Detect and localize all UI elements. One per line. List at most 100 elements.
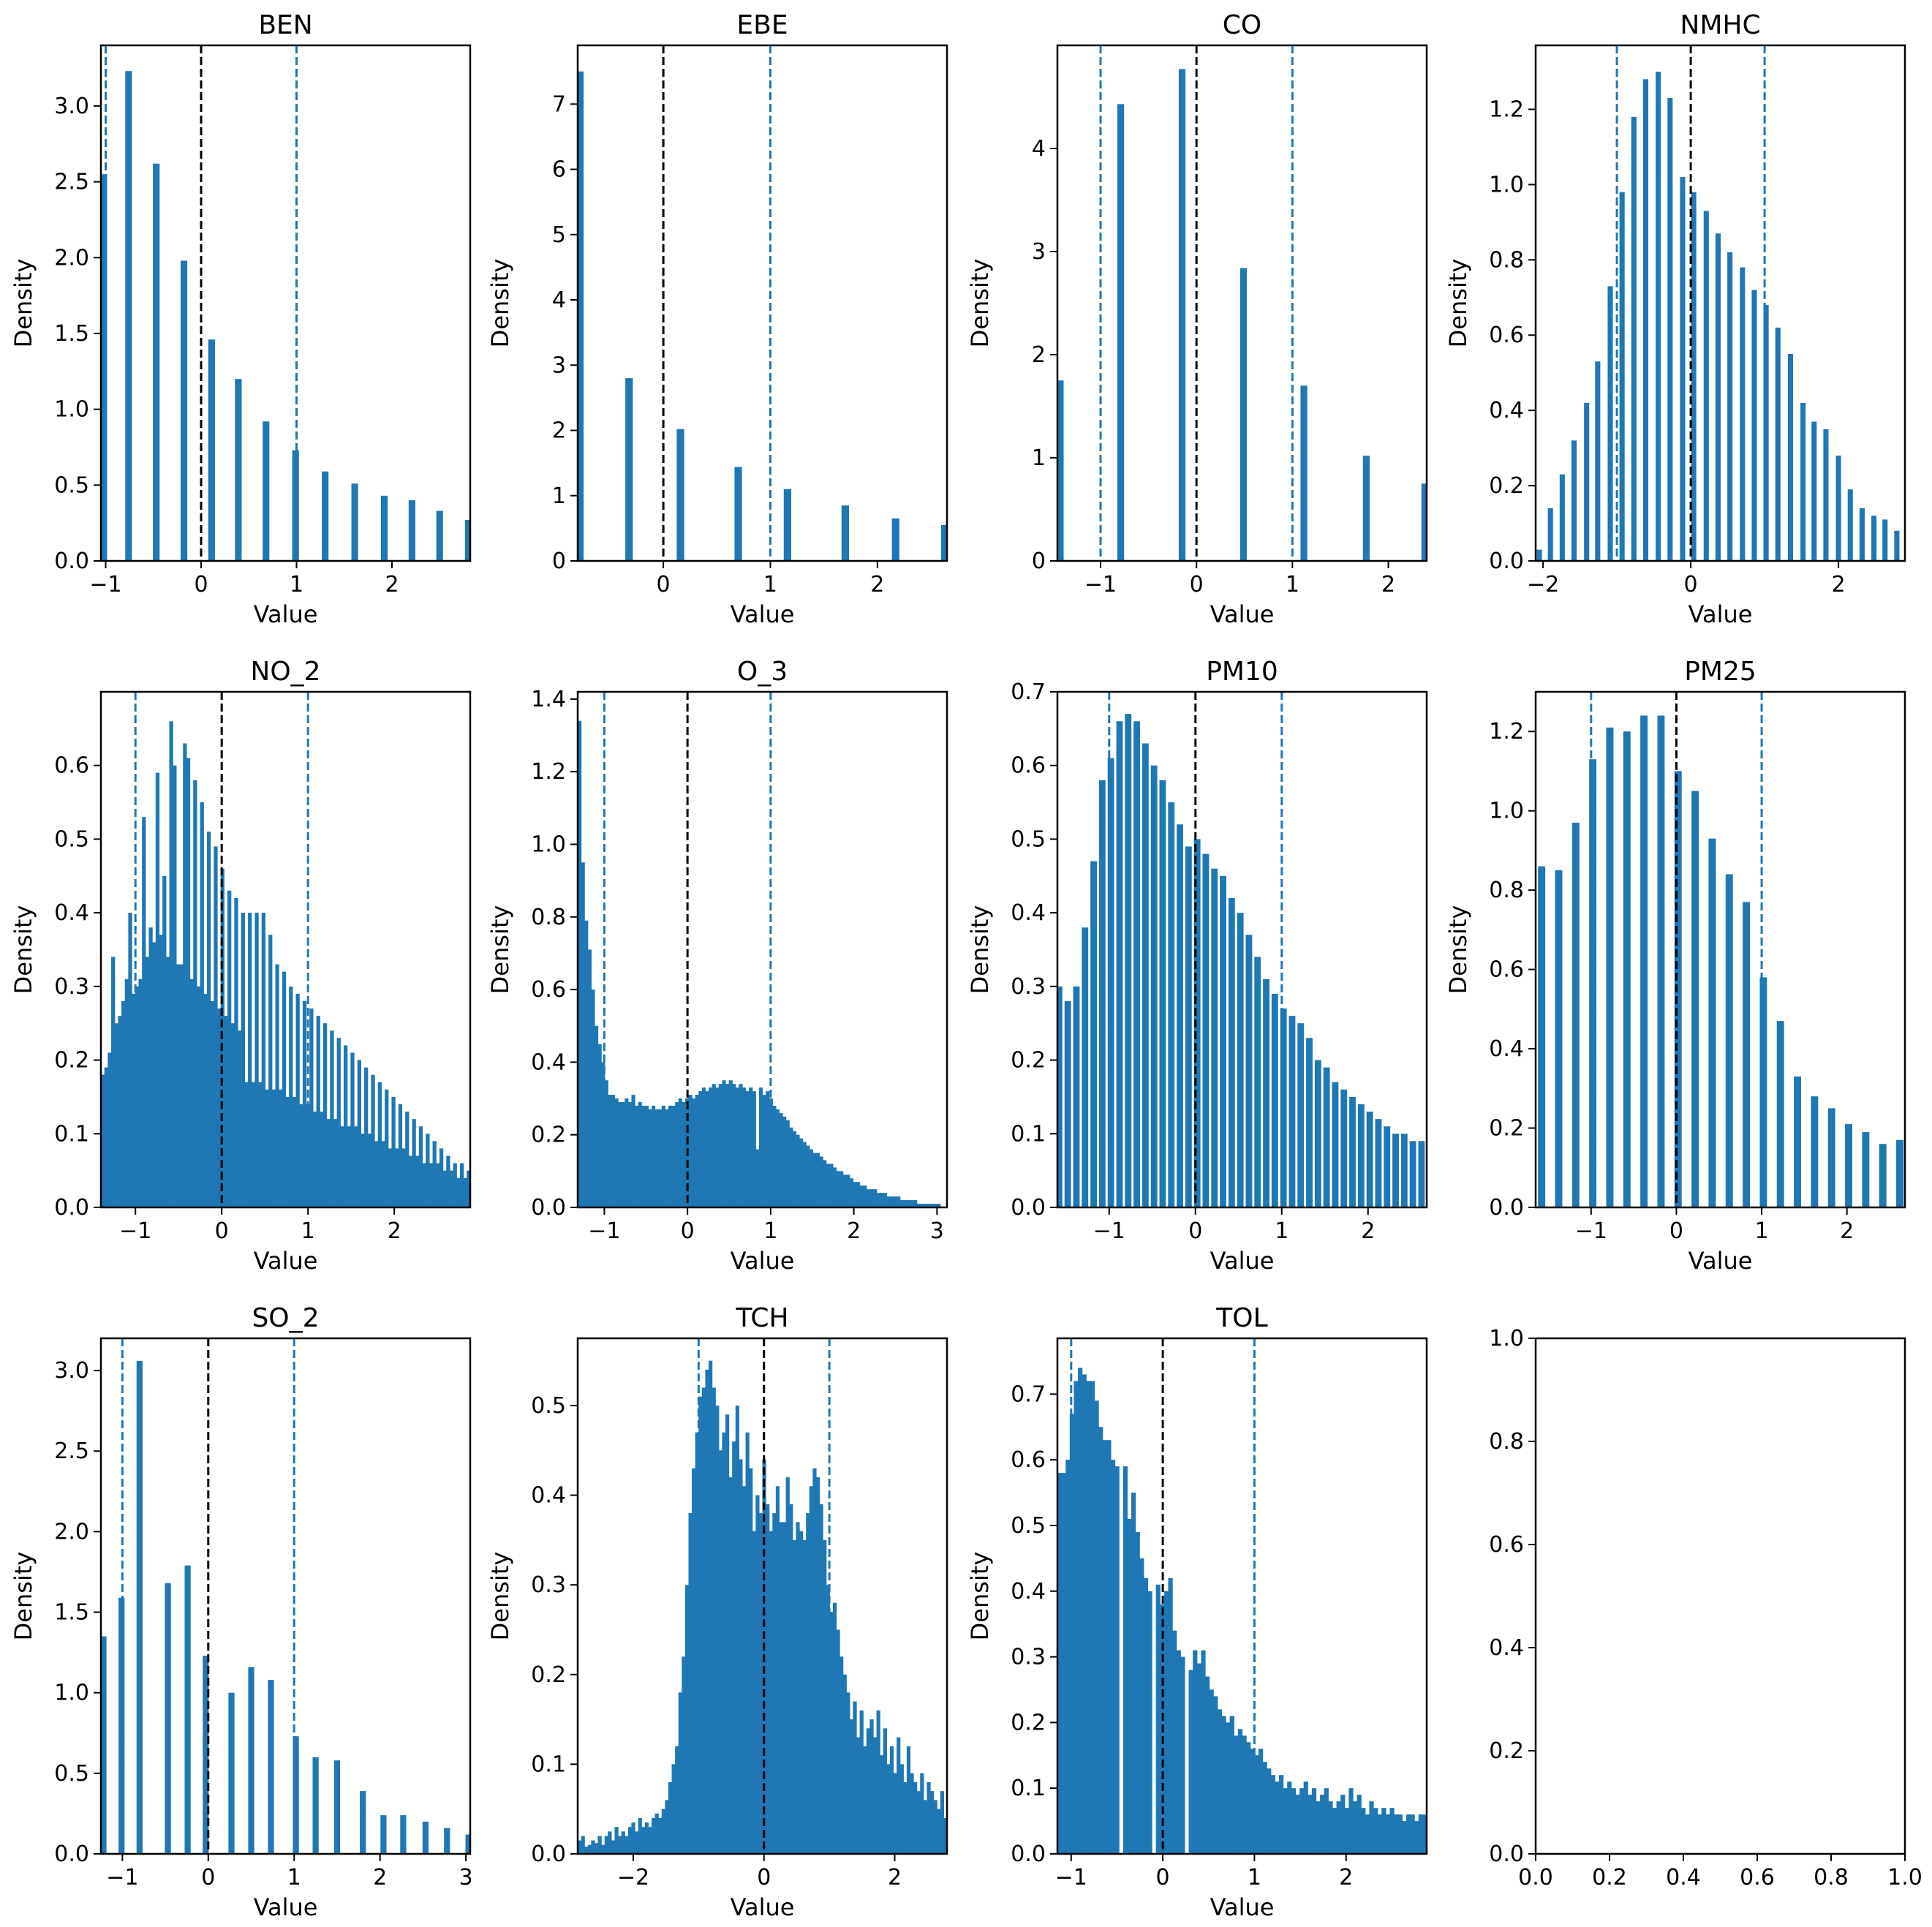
bar xyxy=(826,1585,830,1854)
bar xyxy=(111,957,116,1207)
x-tick-label: 0 xyxy=(1156,1865,1170,1890)
bar xyxy=(1845,1124,1852,1207)
bar xyxy=(587,949,592,1207)
bar xyxy=(1125,714,1132,1207)
bar xyxy=(1775,327,1781,561)
x-tick-label: 0 xyxy=(1190,572,1204,597)
bar xyxy=(203,993,208,1207)
bar xyxy=(1245,935,1253,1207)
bar xyxy=(1642,79,1649,561)
bar xyxy=(1607,286,1613,561)
bar xyxy=(869,1189,874,1207)
bar xyxy=(1172,1630,1177,1854)
bar xyxy=(1098,780,1106,1207)
bar xyxy=(638,1102,642,1207)
bar xyxy=(183,743,187,1207)
bar xyxy=(880,1755,884,1854)
bar xyxy=(594,1025,599,1207)
bar xyxy=(930,1791,935,1854)
bar xyxy=(709,1360,713,1854)
axes-frame xyxy=(576,690,948,1209)
y-tick-label: 1 xyxy=(1032,445,1046,471)
bar xyxy=(621,1102,625,1207)
plot-area xyxy=(578,1338,947,1854)
bar xyxy=(1896,1139,1903,1207)
bar xyxy=(608,1831,612,1854)
bar xyxy=(1180,1656,1185,1854)
bar xyxy=(153,163,160,561)
bar xyxy=(739,1084,743,1207)
bar xyxy=(401,1148,406,1207)
y-axis-label: Density xyxy=(486,1552,514,1641)
bar xyxy=(745,1091,750,1207)
bar xyxy=(367,1134,371,1207)
bar xyxy=(1242,1735,1247,1854)
bar xyxy=(1373,1808,1378,1854)
subplot-co: −1 0 1 2 0 1 2 3 4 CO Value Density xyxy=(966,10,1428,628)
bar xyxy=(230,1023,235,1207)
bar xyxy=(1250,1749,1255,1854)
bar xyxy=(1906,535,1911,561)
bar xyxy=(1291,1788,1297,1854)
bar xyxy=(1078,1368,1083,1854)
bar xyxy=(107,1052,112,1207)
x-tick-label: 2 xyxy=(1361,1218,1375,1244)
bar xyxy=(1656,72,1661,561)
bar xyxy=(1674,771,1682,1207)
bar xyxy=(1188,1670,1193,1854)
y-axis-label: Density xyxy=(966,259,994,348)
y-tick-label: 1.0 xyxy=(1489,1326,1524,1351)
bar xyxy=(429,1163,434,1207)
bar xyxy=(124,978,129,1207)
bar xyxy=(336,1038,341,1207)
bar xyxy=(1270,1775,1275,1854)
bar xyxy=(1340,1089,1348,1207)
bar xyxy=(412,1119,416,1207)
bar xyxy=(228,1692,235,1854)
bar xyxy=(467,1170,470,1207)
plot-area xyxy=(1057,692,1425,1207)
bar xyxy=(665,1109,669,1207)
bar xyxy=(340,1126,344,1207)
bar xyxy=(829,1164,834,1207)
bar xyxy=(866,1728,871,1854)
bar xyxy=(853,1182,857,1207)
bar xyxy=(779,1522,783,1854)
y-tick-label: 0.2 xyxy=(531,1662,566,1688)
bar xyxy=(142,817,146,1207)
y-tick-label: 1.0 xyxy=(531,832,566,858)
bar xyxy=(799,1138,804,1207)
bar xyxy=(422,1821,429,1854)
x-tick-label: −2 xyxy=(1527,572,1559,597)
bar xyxy=(775,1109,780,1207)
y-tick-label: 1.0 xyxy=(1489,799,1524,824)
bar xyxy=(876,1193,880,1207)
bar xyxy=(1168,1577,1173,1854)
chart-title: TOL xyxy=(1215,1303,1267,1333)
bar xyxy=(930,1204,935,1207)
bar xyxy=(1205,1676,1210,1854)
y-tick-label: 2.0 xyxy=(54,245,89,271)
bar xyxy=(1114,1466,1120,1854)
bar xyxy=(644,1822,649,1854)
bar xyxy=(742,1486,747,1854)
bar xyxy=(1623,731,1631,1207)
bar xyxy=(661,1809,665,1854)
bar xyxy=(1229,1716,1234,1854)
bar xyxy=(752,1091,756,1207)
bar xyxy=(880,1193,884,1207)
bar xyxy=(1375,1119,1382,1207)
bar xyxy=(446,1155,450,1207)
bar xyxy=(173,765,177,1207)
y-tick-label: 0.0 xyxy=(531,1195,566,1221)
bar xyxy=(782,1522,787,1854)
plot-area xyxy=(1057,45,1427,561)
bar xyxy=(1143,1577,1149,1854)
bar xyxy=(415,1155,420,1207)
bar xyxy=(779,1112,783,1207)
bar xyxy=(1254,957,1261,1207)
bar xyxy=(792,1539,797,1854)
bar xyxy=(1228,898,1235,1207)
x-axis-label: Value xyxy=(731,1893,795,1921)
